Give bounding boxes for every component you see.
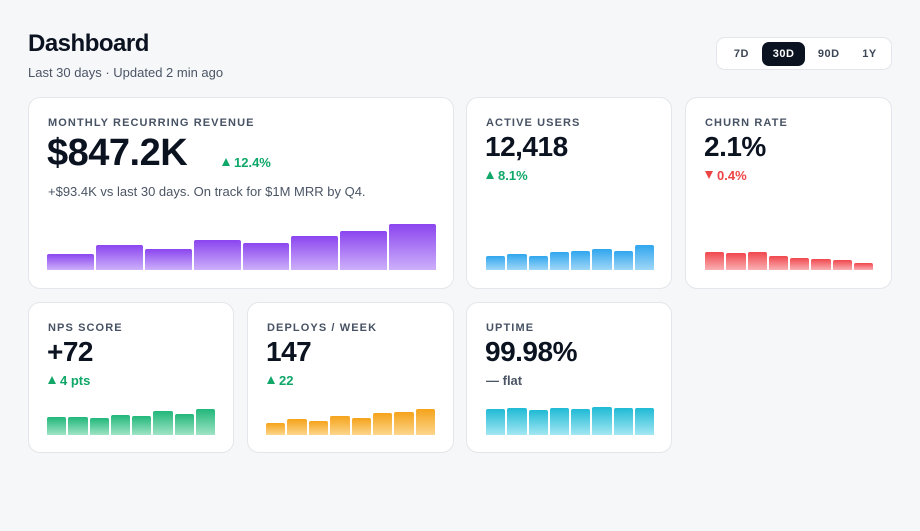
nps-delta-value: 4 pts bbox=[60, 373, 91, 388]
sparkline-bar bbox=[308, 421, 329, 435]
sparkline-bar bbox=[110, 414, 130, 435]
sparkline-bar bbox=[153, 411, 173, 435]
nps-delta: 4 pts bbox=[48, 373, 90, 388]
card-label: MONTHLY RECURRING REVENUE bbox=[48, 117, 255, 129]
uptime-card[interactable]: UPTIME 99.98% — flat bbox=[466, 302, 672, 453]
date-range-selector: 7D 30D 90D 1Y bbox=[716, 37, 892, 70]
mrr-delta: 12.4% bbox=[222, 155, 271, 170]
mrr-value: $847.2K bbox=[47, 132, 188, 174]
sparkline-bar bbox=[68, 416, 88, 435]
sparkline-bar bbox=[372, 413, 393, 435]
sparkline-bar bbox=[592, 407, 612, 435]
card-label: ACTIVE USERS bbox=[486, 117, 581, 129]
sparkline-bar bbox=[528, 256, 548, 270]
deploys-card[interactable]: DEPLOYS / WEEK 147 22 bbox=[247, 302, 454, 453]
active-users-delta: 8.1% bbox=[486, 168, 528, 183]
sparkline-bar bbox=[571, 251, 591, 270]
churn-delta: 0.4% bbox=[705, 168, 747, 183]
mrr-sparkline bbox=[47, 224, 436, 270]
sparkline-bar bbox=[811, 259, 831, 270]
trend-up-icon bbox=[486, 171, 494, 179]
sparkline-bar bbox=[89, 417, 109, 435]
churn-sparkline bbox=[705, 248, 873, 270]
sparkline-bar bbox=[394, 411, 414, 435]
active-users-sparkline bbox=[486, 244, 654, 270]
nps-card[interactable]: NPS SCORE +72 4 pts bbox=[28, 302, 234, 453]
deploys-sparkline bbox=[266, 409, 435, 435]
sparkline-bar bbox=[242, 243, 290, 270]
card-label: NPS SCORE bbox=[48, 322, 123, 334]
active-users-value: 12,418 bbox=[485, 131, 568, 162]
sparkline-bar bbox=[287, 419, 307, 435]
page-header: Dashboard Last 30 days · Updated 2 min a… bbox=[28, 30, 223, 80]
sparkline-bar bbox=[486, 255, 506, 270]
sparkline-bar bbox=[528, 409, 548, 435]
trend-down-icon bbox=[705, 171, 713, 179]
page-subtitle: Last 30 days · Updated 2 min ago bbox=[28, 65, 224, 80]
deploys-delta-value: 22 bbox=[279, 373, 294, 388]
uptime-value: 99.98% bbox=[485, 336, 577, 367]
card-label: DEPLOYS / WEEK bbox=[267, 322, 378, 334]
range-option-1y[interactable]: 1Y bbox=[862, 47, 877, 60]
sparkline-bar bbox=[340, 230, 388, 270]
churn-card[interactable]: CHURN RATE 2.1% 0.4% bbox=[685, 97, 892, 289]
range-option-30d[interactable]: 30D bbox=[761, 41, 806, 66]
sparkline-bar bbox=[613, 408, 633, 435]
sparkline-bar bbox=[47, 253, 94, 270]
sparkline-bar bbox=[790, 258, 810, 270]
page-title: Dashboard bbox=[28, 30, 149, 57]
nps-sparkline bbox=[47, 409, 215, 435]
mrr-delta-value: 12.4% bbox=[234, 155, 271, 170]
churn-delta-value: 0.4% bbox=[717, 168, 747, 183]
sparkline-bar bbox=[507, 408, 527, 435]
range-option-7d[interactable]: 7D bbox=[733, 47, 749, 60]
mrr-note: +$93.4K vs last 30 days. On track for $1… bbox=[48, 184, 366, 199]
sparkline-bar bbox=[613, 250, 633, 270]
sparkline-bar bbox=[144, 248, 192, 270]
sparkline-bar bbox=[195, 409, 215, 435]
sparkline-bar bbox=[132, 415, 152, 435]
active-users-card[interactable]: ACTIVE USERS 12,418 8.1% bbox=[466, 97, 672, 289]
sparkline-bar bbox=[705, 251, 725, 270]
sparkline-bar bbox=[853, 262, 873, 270]
sparkline-bar bbox=[291, 235, 339, 270]
nps-value: +72 bbox=[47, 336, 94, 367]
churn-value: 2.1% bbox=[704, 131, 766, 162]
sparkline-bar bbox=[571, 409, 591, 435]
sparkline-bar bbox=[747, 252, 767, 270]
sparkline-bar bbox=[486, 408, 506, 435]
sparkline-bar bbox=[634, 408, 654, 435]
sparkline-bar bbox=[266, 423, 286, 435]
active-users-delta-value: 8.1% bbox=[498, 168, 528, 183]
range-option-90d[interactable]: 90D bbox=[817, 47, 840, 60]
sparkline-bar bbox=[832, 260, 852, 270]
card-label: UPTIME bbox=[486, 322, 535, 334]
sparkline-bar bbox=[174, 413, 194, 435]
sparkline-bar bbox=[47, 416, 67, 435]
deploys-value: 147 bbox=[266, 336, 312, 367]
trend-up-icon bbox=[267, 376, 275, 384]
sparkline-bar bbox=[592, 249, 612, 270]
uptime-sparkline bbox=[486, 407, 654, 435]
sparkline-bar bbox=[768, 256, 788, 270]
card-label: CHURN RATE bbox=[705, 117, 788, 129]
sparkline-bar bbox=[389, 224, 436, 270]
trend-up-icon bbox=[222, 158, 230, 166]
sparkline-bar bbox=[507, 254, 527, 270]
sparkline-bar bbox=[193, 240, 241, 270]
mrr-card[interactable]: MONTHLY RECURRING REVENUE $847.2K 12.4% … bbox=[28, 97, 454, 289]
uptime-delta: — flat bbox=[486, 373, 523, 388]
sparkline-bar bbox=[549, 252, 569, 270]
deploys-delta: 22 bbox=[267, 373, 293, 388]
sparkline-bar bbox=[351, 417, 371, 435]
sparkline-bar bbox=[726, 253, 746, 270]
sparkline-bar bbox=[634, 245, 654, 270]
sparkline-bar bbox=[415, 409, 435, 435]
sparkline-bar bbox=[95, 245, 143, 270]
trend-up-icon bbox=[48, 376, 56, 384]
sparkline-bar bbox=[549, 408, 569, 435]
sparkline-bar bbox=[330, 415, 350, 435]
